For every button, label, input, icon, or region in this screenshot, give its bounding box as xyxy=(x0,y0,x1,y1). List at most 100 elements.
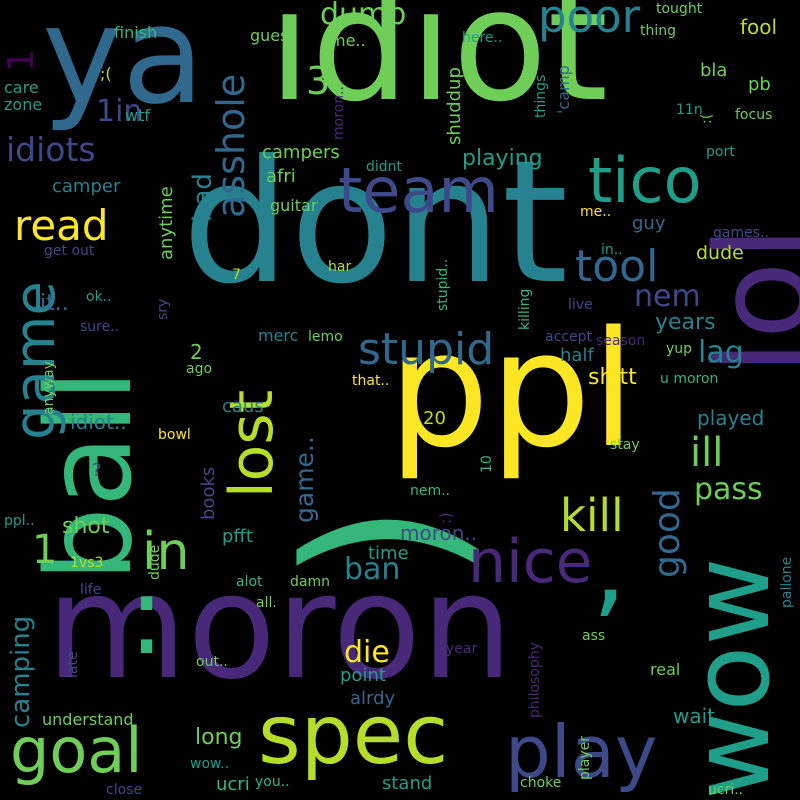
word-idiot-dots: idiot.. xyxy=(70,410,127,434)
word-team: team xyxy=(338,154,499,227)
word-out-dots: out.. xyxy=(196,654,228,670)
word-smiley: :) xyxy=(436,512,455,524)
word-long: long xyxy=(195,725,243,750)
word-in-dots: in.. xyxy=(601,242,623,258)
word-camp: 'camp xyxy=(554,65,573,114)
word-moron-dots: moron.. xyxy=(400,521,478,545)
word-spec: spec xyxy=(258,688,449,783)
word-point: point xyxy=(340,665,386,686)
word-pfft: pfft xyxy=(222,526,253,547)
word-har: har xyxy=(328,259,352,275)
word-eleven-n: 11n xyxy=(676,102,703,118)
word-alrdy: alrdy xyxy=(350,688,396,709)
word-sure-dots: sure.. xyxy=(80,319,120,335)
word-poor: poor xyxy=(538,0,641,43)
word-half: half xyxy=(560,345,594,366)
word-zone: zone xyxy=(4,95,43,114)
word-books: books xyxy=(198,466,219,520)
word-games-dots: games.. xyxy=(713,225,769,241)
word-afri: afri xyxy=(266,166,296,187)
word-question: ? xyxy=(92,460,102,481)
word-wait: wait xyxy=(673,704,716,728)
word-ten: 10 xyxy=(479,455,495,473)
word-pb: pb xyxy=(748,74,771,95)
word-bad: bad xyxy=(188,173,218,222)
word-choke: choke xyxy=(520,775,562,791)
word-guy: guy xyxy=(632,213,666,234)
word-years: years xyxy=(655,310,716,335)
word-dont: dont xyxy=(182,124,569,322)
word-ya: ya xyxy=(42,0,205,134)
word-didnt: didnt xyxy=(366,159,403,175)
word-camping: camping xyxy=(6,615,36,728)
word-one-in: 1in xyxy=(96,94,143,129)
word-tico: tico xyxy=(588,144,702,217)
word-idiots: idiots xyxy=(6,130,96,169)
word-one: 1 xyxy=(32,527,58,573)
word-sad-face: ;( xyxy=(100,64,112,83)
word-that-dots: that.. xyxy=(352,373,390,389)
word-care: care xyxy=(4,78,39,97)
word-stay: stay xyxy=(610,437,640,453)
word-game-dots: game.. xyxy=(290,436,319,523)
word-wow: wow xyxy=(669,557,794,800)
word-twenty: 20 xyxy=(423,408,446,429)
word-thing: thing xyxy=(640,23,677,39)
word-moron-dots2: moron.. xyxy=(331,86,347,140)
word-bowl: bowl xyxy=(158,427,191,443)
word-seven: 7 xyxy=(232,267,241,283)
word-anytime: anytime xyxy=(156,186,177,260)
word-port: port xyxy=(706,144,735,160)
word-me-dots2: me.. xyxy=(580,204,612,220)
word-shuddup: shuddup xyxy=(444,67,465,145)
word-ucri: ucri xyxy=(216,774,250,795)
word-late: late xyxy=(65,651,81,678)
word-smiley2: :( xyxy=(699,113,715,124)
word-two: 2 xyxy=(190,340,203,364)
word-year: year xyxy=(446,641,478,657)
word-idiot: idiot xyxy=(268,0,609,136)
word-ppl-dots: ppl.. xyxy=(4,513,35,529)
word-ass: ass xyxy=(582,628,606,644)
word-good: good xyxy=(647,488,688,578)
word-yup: yup xyxy=(666,341,693,357)
word-kill: kill xyxy=(560,489,624,542)
word-read: read xyxy=(14,201,109,250)
word-shitt: shitt xyxy=(588,365,637,390)
word-in: in xyxy=(142,522,190,582)
word-finish: finish xyxy=(114,23,158,42)
word-ppl: ppl xyxy=(388,296,636,483)
word-dude2: dude xyxy=(147,544,163,580)
word-ban: ban xyxy=(344,552,401,587)
word-fool: fool xyxy=(740,15,778,39)
word-comma: , xyxy=(592,501,627,629)
word-bla: bla xyxy=(700,60,728,81)
word-accept: accept xyxy=(545,329,592,345)
word-tought: tought xyxy=(656,1,703,17)
word-lag: lag xyxy=(698,335,744,370)
word-season: season xyxy=(596,333,646,349)
word-player: player xyxy=(577,735,593,780)
word-pass: pass xyxy=(694,472,763,507)
word-it-dots: it.. xyxy=(40,291,69,316)
word-wtf: wtf xyxy=(125,106,150,125)
word-live: live xyxy=(568,297,593,313)
word-understand: understand xyxy=(42,710,134,729)
word-ill: ill xyxy=(690,430,724,476)
word-played: played xyxy=(697,406,765,430)
word-time: time xyxy=(368,543,409,564)
word-die: die xyxy=(344,635,390,670)
word-stupid-dots: stupid.. xyxy=(435,258,451,311)
word-ok-dots: ok.. xyxy=(86,289,112,305)
word-goal: goal xyxy=(10,714,143,787)
word-campers: campers xyxy=(262,142,340,163)
word-wow-dots: wow.. xyxy=(190,756,230,772)
word-dude: dude xyxy=(696,242,744,264)
word-three: 3 xyxy=(306,59,331,103)
word-nem-dots: nem.. xyxy=(410,483,451,499)
word-camper: camper xyxy=(52,176,121,197)
word-play: play xyxy=(505,710,658,794)
word-damn: damn xyxy=(290,574,330,590)
word-killing: killing xyxy=(517,288,533,330)
word-ucri-dots: ucri.. xyxy=(708,782,744,798)
